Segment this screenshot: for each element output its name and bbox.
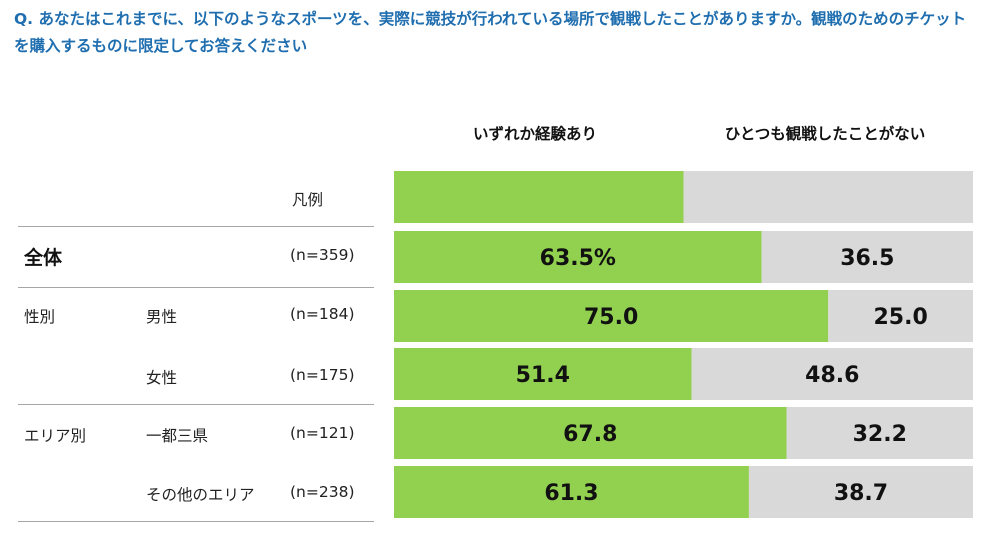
legend-series-never: ひとつも観戦したことがない	[724, 125, 926, 143]
data-label-never: 38.7	[834, 481, 888, 506]
data-label-experienced: 51.4	[516, 363, 570, 388]
separator-line	[18, 287, 374, 288]
bar-never	[786, 407, 973, 459]
bar-never	[748, 466, 973, 518]
separator-line	[18, 521, 374, 522]
row-group-total: 全体	[24, 247, 63, 269]
bar-experienced	[394, 348, 692, 400]
row-group-gender: 性別	[24, 308, 56, 326]
row-n-other-area: (n=238)	[290, 483, 355, 501]
separator-line	[18, 404, 374, 405]
legend-bar-never	[683, 171, 973, 223]
row-group-area: エリア別	[24, 427, 87, 445]
row-label-capital-area: 一都三県	[146, 427, 209, 445]
bar-experienced	[394, 231, 762, 283]
bar-experienced	[394, 466, 749, 518]
data-label-experienced: 61.3	[544, 481, 598, 506]
data-label-experienced: 63.5%	[540, 246, 616, 271]
bar-experienced	[394, 407, 787, 459]
data-label-experienced: 75.0	[584, 305, 638, 330]
bar-experienced	[394, 290, 829, 342]
bar-never	[761, 231, 973, 283]
row-n-capital-area: (n=121)	[290, 424, 355, 442]
question-title: Q. あなたはこれまでに、以下のようなスポーツを、実際に競技が行われている場所で…	[14, 10, 967, 55]
row-label-female: 女性	[146, 369, 178, 387]
separator-line	[18, 226, 374, 227]
legend-series-experienced: いずれか経験あり	[472, 125, 597, 143]
data-label-experienced: 67.8	[563, 422, 617, 447]
row-n-female: (n=175)	[290, 366, 355, 384]
row-n-total: (n=359)	[290, 246, 355, 264]
data-label-never: 48.6	[805, 363, 859, 388]
bar-never	[828, 290, 973, 342]
legend-label: 凡例	[292, 191, 324, 209]
row-n-male: (n=184)	[290, 305, 355, 323]
row-label-other-area: その他のエリア	[146, 486, 255, 504]
legend-bar-experienced	[394, 171, 684, 223]
data-label-never: 25.0	[873, 305, 927, 330]
data-label-never: 36.5	[840, 246, 894, 271]
data-label-never: 32.2	[853, 422, 907, 447]
bar-never	[691, 348, 973, 400]
row-label-male: 男性	[146, 308, 178, 326]
